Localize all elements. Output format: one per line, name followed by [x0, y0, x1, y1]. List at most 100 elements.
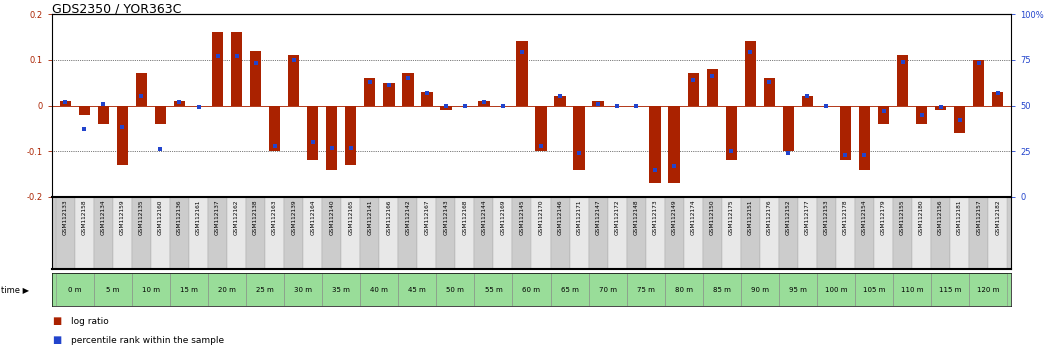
Text: GSM112167: GSM112167 [425, 199, 429, 235]
Bar [588, 273, 626, 306]
Bar [817, 273, 855, 306]
Bar [493, 197, 513, 269]
Bar [626, 273, 665, 306]
Bar [56, 273, 93, 306]
Text: 70 m: 70 m [599, 286, 617, 292]
Bar [893, 197, 912, 269]
Bar [269, 105, 280, 151]
Bar [878, 105, 890, 124]
Bar [668, 105, 680, 183]
Bar [783, 105, 794, 151]
Bar [341, 197, 360, 269]
Text: GSM112151: GSM112151 [748, 199, 753, 235]
Text: GSM112146: GSM112146 [557, 199, 562, 235]
Text: 10 m: 10 m [142, 286, 159, 292]
Text: GSM112173: GSM112173 [652, 199, 658, 235]
Bar [798, 197, 817, 269]
Bar [665, 197, 684, 269]
Text: GSM112181: GSM112181 [957, 199, 962, 235]
Bar [745, 41, 756, 105]
Text: 65 m: 65 m [560, 286, 578, 292]
Text: 45 m: 45 m [408, 286, 426, 292]
Text: GSM112135: GSM112135 [138, 199, 144, 235]
Text: GSM112157: GSM112157 [977, 199, 981, 235]
Bar [265, 197, 284, 269]
Text: 90 m: 90 m [751, 286, 769, 292]
Bar [741, 197, 759, 269]
Bar [208, 197, 227, 269]
Bar [322, 197, 341, 269]
Text: GSM112168: GSM112168 [463, 199, 468, 235]
Text: GSM112155: GSM112155 [900, 199, 905, 235]
Text: GSM112176: GSM112176 [767, 199, 772, 235]
Bar [551, 197, 570, 269]
Bar [250, 51, 261, 105]
Text: ■: ■ [52, 335, 61, 345]
Bar [801, 96, 813, 105]
Bar [345, 105, 357, 165]
Bar [212, 32, 223, 105]
Bar [836, 197, 855, 269]
Text: 80 m: 80 m [675, 286, 692, 292]
Text: 5 m: 5 m [106, 286, 120, 292]
Text: percentile rank within the sample: percentile rank within the sample [71, 336, 224, 345]
Text: 15 m: 15 m [180, 286, 198, 292]
Bar [151, 197, 170, 269]
Bar [478, 101, 490, 105]
Text: GSM112160: GSM112160 [158, 199, 163, 235]
Bar [284, 197, 303, 269]
Bar [513, 197, 532, 269]
Bar [778, 273, 817, 306]
Text: 25 m: 25 m [256, 286, 274, 292]
Text: GSM112162: GSM112162 [234, 199, 239, 235]
Bar [170, 197, 189, 269]
Text: GSM112159: GSM112159 [120, 199, 125, 235]
Bar [474, 273, 513, 306]
Bar [247, 197, 265, 269]
Text: 30 m: 30 m [294, 286, 313, 292]
Bar [992, 92, 1004, 105]
Bar [707, 69, 718, 105]
Text: 40 m: 40 m [370, 286, 388, 292]
Text: GSM112144: GSM112144 [481, 199, 487, 235]
Bar [626, 197, 646, 269]
Bar [972, 60, 984, 105]
Text: 35 m: 35 m [333, 286, 350, 292]
Bar [93, 197, 113, 269]
Bar [532, 197, 551, 269]
Text: 0 m: 0 m [68, 286, 82, 292]
Bar [764, 78, 775, 105]
Bar [326, 105, 338, 170]
Text: GSM112175: GSM112175 [729, 199, 734, 235]
Bar [726, 105, 737, 160]
Text: GSM112145: GSM112145 [519, 199, 524, 235]
Text: GSM112141: GSM112141 [367, 199, 372, 235]
Text: 120 m: 120 m [977, 286, 1000, 292]
Text: 95 m: 95 m [789, 286, 807, 292]
Text: GSM112147: GSM112147 [596, 199, 601, 235]
Bar [855, 197, 874, 269]
Bar [93, 273, 132, 306]
Bar [360, 197, 380, 269]
Bar [988, 197, 1007, 269]
Bar [74, 197, 93, 269]
Text: 20 m: 20 m [218, 286, 236, 292]
Bar [665, 273, 703, 306]
Bar [189, 197, 208, 269]
Text: GSM112138: GSM112138 [253, 199, 258, 235]
Text: 115 m: 115 m [939, 286, 961, 292]
Text: GSM112169: GSM112169 [500, 199, 506, 235]
Text: GSM112166: GSM112166 [386, 199, 391, 235]
Bar [287, 55, 299, 105]
Text: GSM112149: GSM112149 [671, 199, 677, 235]
Bar [588, 197, 607, 269]
Bar [574, 105, 584, 170]
Bar [132, 197, 151, 269]
Bar [607, 197, 626, 269]
Bar [969, 197, 988, 269]
Bar [383, 82, 394, 105]
Bar [759, 197, 778, 269]
Bar [950, 197, 969, 269]
Text: 60 m: 60 m [522, 286, 540, 292]
Bar [954, 105, 965, 133]
